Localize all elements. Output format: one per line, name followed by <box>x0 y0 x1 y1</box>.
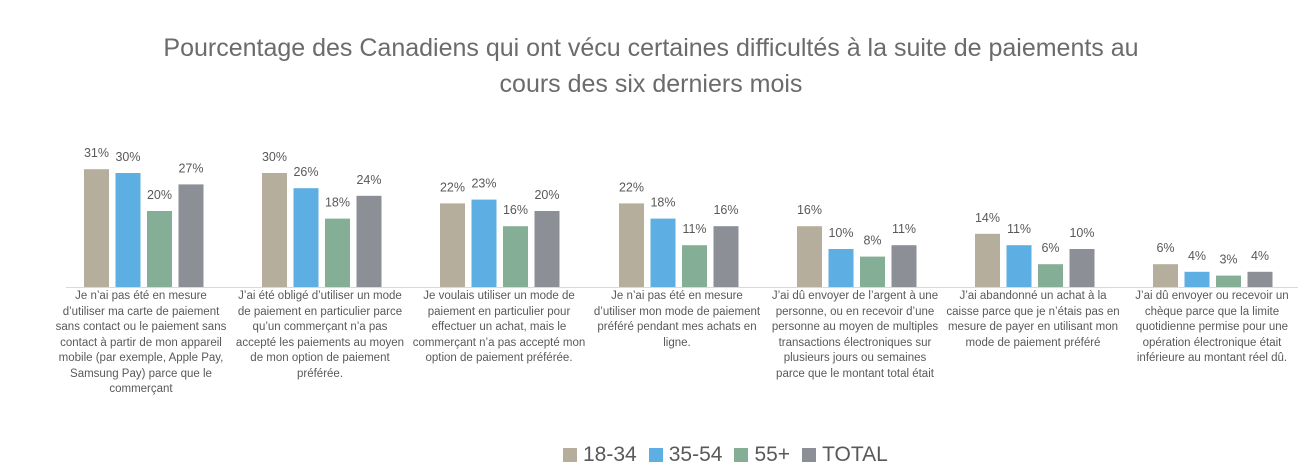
legend-label-35-54: 35-54 <box>668 443 723 466</box>
data-label-35-54-cat-2: 26% <box>293 165 318 179</box>
bar-35-54-cat-7 <box>1184 271 1210 287</box>
category-label-5: J’ai dû envoyer de l’argent à une person… <box>771 290 939 380</box>
data-label-total-cat-6: 10% <box>1069 226 1094 240</box>
bar-55-plus-cat-5 <box>860 256 885 287</box>
data-label-35-54-cat-4: 18% <box>650 196 675 210</box>
category-label-2: J’ai été obligé d’utiliser un mode de pa… <box>235 290 405 380</box>
bar-35-54-cat-5 <box>828 249 854 287</box>
data-label-18-34-cat-5: 16% <box>797 203 822 217</box>
legend-swatch-18-34 <box>563 448 577 462</box>
bar-18-34-cat-1 <box>84 169 109 287</box>
bar-total-cat-7 <box>1247 271 1273 287</box>
category-label-3: Je voulais utiliser un mode de paiement … <box>412 290 586 364</box>
bar-total-cat-4 <box>713 226 739 287</box>
bar-total-cat-5 <box>891 245 917 287</box>
bar-55-plus-cat-2 <box>325 218 350 287</box>
data-label-18-34-cat-3: 22% <box>440 180 465 194</box>
bar-35-54-cat-4 <box>650 218 676 287</box>
bar-55-plus-cat-7 <box>1216 275 1241 287</box>
bar-55-plus-cat-3 <box>503 226 528 287</box>
bar-35-54-cat-2 <box>293 188 319 287</box>
chart-title-line-1: Pourcentage des Canadiens qui ont vécu c… <box>163 34 1139 62</box>
data-label-55-plus-cat-3: 16% <box>503 203 528 217</box>
bar-55-plus-cat-6 <box>1038 264 1063 287</box>
bar-18-34-cat-5 <box>797 226 822 287</box>
legend-label-55-plus: 55+ <box>754 443 791 466</box>
data-label-18-34-cat-4: 22% <box>619 180 644 194</box>
bar-18-34-cat-3 <box>440 203 465 287</box>
legend-swatch-55-plus <box>734 448 749 462</box>
legend-item-total: TOTAL <box>802 443 888 467</box>
data-label-55-plus-cat-1: 20% <box>147 188 172 202</box>
data-label-35-54-cat-1: 30% <box>115 150 140 164</box>
data-label-55-plus-cat-7: 3% <box>1219 253 1237 267</box>
chart-legend: 18-34 35-54 55+ TOTAL <box>563 443 888 467</box>
legend-swatch-total <box>802 448 817 462</box>
bar-total-cat-6 <box>1069 249 1095 287</box>
data-label-55-plus-cat-6: 6% <box>1041 241 1059 255</box>
chart-title: Pourcentage des Canadiens qui ont vécu c… <box>0 30 1302 102</box>
bar-18-34-cat-2 <box>262 173 287 287</box>
legend-item-18-34: 18-34 <box>563 443 637 467</box>
data-label-55-plus-cat-5: 8% <box>863 234 881 248</box>
legend-item-35-54: 35-54 <box>648 443 723 467</box>
data-label-total-cat-1: 27% <box>178 161 203 175</box>
legend-label-total: TOTAL <box>822 443 888 466</box>
legend-label-18-34: 18-34 <box>583 443 637 466</box>
data-label-18-34-cat-1: 31% <box>84 146 109 160</box>
category-label-6: J’ai abandonné un achat à la caisse parc… <box>946 290 1120 349</box>
bar-total-cat-3 <box>534 211 560 287</box>
bar-35-54-cat-6 <box>1006 245 1032 287</box>
bar-18-34-cat-6 <box>975 233 1000 287</box>
bar-18-34-cat-4 <box>619 203 644 287</box>
category-label-1: Je n’ai pas été en mesure d’utiliser ma … <box>55 290 227 395</box>
data-label-18-34-cat-7: 6% <box>1156 241 1174 255</box>
category-label-4: Je n’ai pas été en mesure d’utiliser mon… <box>593 290 761 349</box>
bar-35-54-cat-1 <box>115 173 141 287</box>
data-label-18-34-cat-6: 14% <box>975 211 1000 225</box>
category-label-7: J’ai dû envoyer ou recevoir un chèque pa… <box>1135 290 1289 364</box>
bar-55-plus-cat-1 <box>147 211 172 287</box>
data-label-35-54-cat-3: 23% <box>471 177 496 191</box>
chart-title-line-2: cours des six derniers mois <box>499 70 803 98</box>
data-label-total-cat-7: 4% <box>1251 249 1269 263</box>
bar-total-cat-2 <box>356 195 382 287</box>
data-label-35-54-cat-7: 4% <box>1188 249 1206 263</box>
data-label-total-cat-4: 16% <box>713 203 738 217</box>
data-label-total-cat-2: 24% <box>356 173 381 187</box>
data-label-18-34-cat-2: 30% <box>262 150 287 164</box>
bar-total-cat-1 <box>178 184 204 287</box>
data-label-35-54-cat-5: 10% <box>828 226 853 240</box>
legend-swatch-35-54 <box>648 448 663 462</box>
data-label-55-plus-cat-4: 11% <box>682 222 706 236</box>
data-label-total-cat-5: 11% <box>892 222 916 236</box>
data-label-35-54-cat-6: 11% <box>1007 222 1031 236</box>
legend-item-55-plus: 55+ <box>734 443 790 467</box>
data-label-total-cat-3: 20% <box>534 188 559 202</box>
data-label-55-plus-cat-2: 18% <box>325 196 350 210</box>
bar-18-34-cat-7 <box>1153 264 1178 287</box>
bar-35-54-cat-3 <box>471 199 497 287</box>
bar-55-plus-cat-4 <box>682 245 707 287</box>
